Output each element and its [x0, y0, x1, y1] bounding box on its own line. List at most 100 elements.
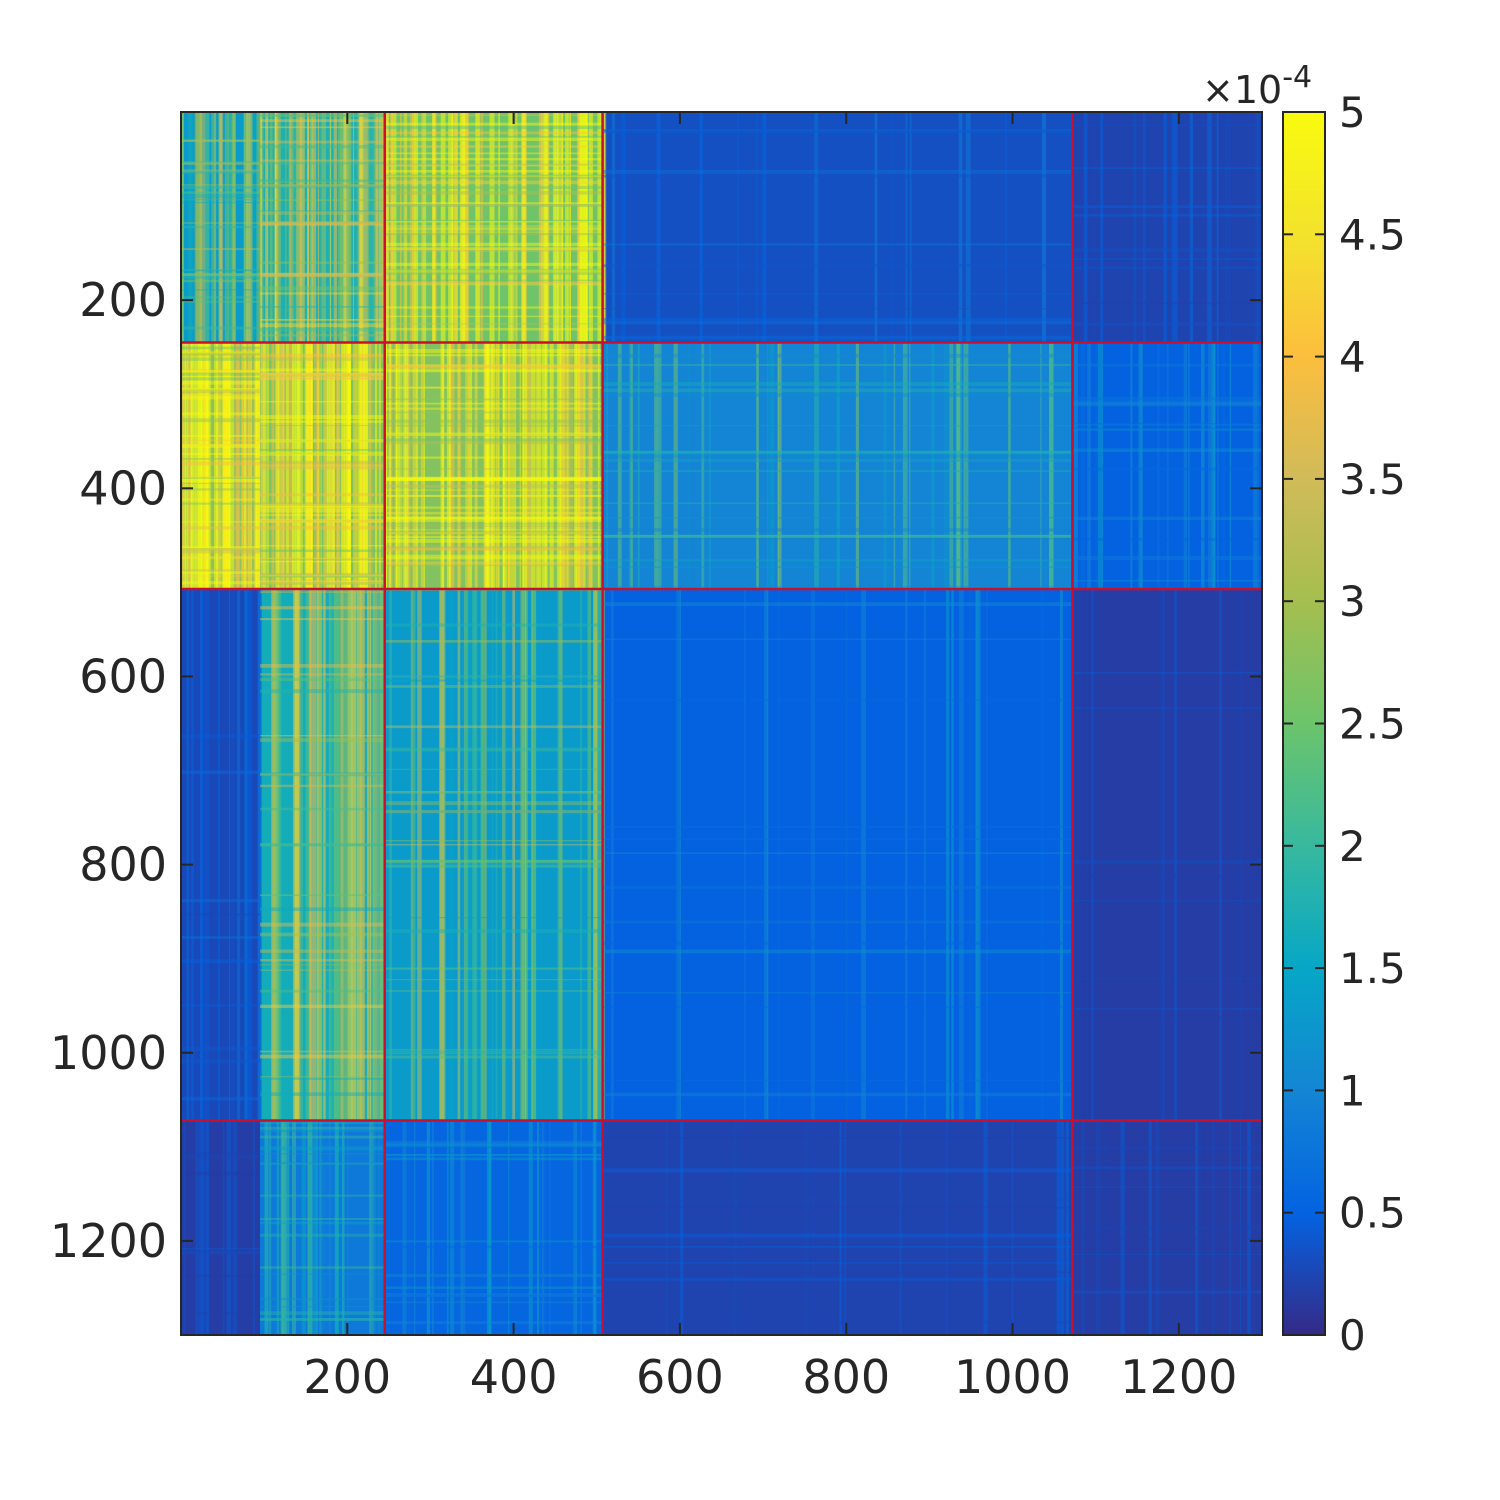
heatmap-row-stripe: [602, 425, 1073, 427]
heatmap-column-stripe: [931, 342, 935, 589]
heatmap-row-stripe: [384, 438, 603, 442]
heatmap-column-stripe: [1201, 342, 1205, 589]
heatmap-row-stripe: [259, 272, 385, 277]
heatmap-row-stripe: [1072, 423, 1262, 425]
heatmap-row-stripe: [181, 556, 260, 560]
heatmap-column-stripe: [351, 588, 357, 1121]
heatmap-block-r2-c4: [1072, 588, 1262, 1121]
colorbar-tick-label-2.5: 2.5: [1339, 700, 1406, 749]
heatmap-row-stripe: [181, 1004, 260, 1007]
heatmap-row-stripe: [384, 386, 603, 389]
heatmap-row-stripe: [384, 281, 603, 284]
heatmap-column-stripe: [198, 1120, 204, 1335]
heatmap-column-stripe: [393, 342, 396, 589]
heatmap-row-stripe: [259, 1146, 385, 1151]
heatmap-column-stripe: [191, 588, 194, 1121]
heatmap-column-stripe: [637, 342, 640, 589]
heatmap-row-stripe: [259, 439, 385, 443]
heatmap-row-stripe: [181, 388, 260, 390]
heatmap-row-stripe: [1072, 396, 1262, 400]
heatmap-column-stripe: [252, 112, 257, 343]
heatmap-row-stripe: [259, 113, 385, 117]
heatmap-row-stripe: [1072, 124, 1262, 126]
heatmap-row-stripe: [1072, 1146, 1262, 1151]
heatmap-row-stripe: [259, 221, 385, 225]
heatmap-column-stripe: [375, 112, 379, 343]
x-tick-label-600: 600: [636, 1350, 724, 1404]
heatmap-row-stripe: [259, 327, 385, 332]
heatmap-column-stripe: [521, 112, 524, 343]
heatmap-column-stripe: [986, 588, 988, 1121]
heatmap-row-stripe: [384, 860, 603, 864]
heatmap-column-stripe: [804, 1120, 810, 1335]
heatmap-row-stripe: [181, 369, 260, 373]
heatmap-column-stripe: [333, 588, 339, 1121]
heatmap-row-stripe: [259, 557, 385, 559]
heatmap-row-stripe: [259, 221, 385, 225]
heatmap-column-stripe: [203, 1120, 209, 1335]
heatmap-row-stripe: [181, 959, 260, 964]
heatmap-column-stripe: [810, 588, 815, 1121]
heatmap-column-stripe: [187, 112, 193, 343]
heatmap-column-stripe: [226, 1120, 232, 1335]
heatmap-row-stripe: [384, 1145, 603, 1149]
heatmap-row-stripe: [602, 825, 1073, 828]
heatmap-row-stripe: [181, 1152, 260, 1155]
heatmap-row-stripe: [259, 115, 385, 117]
heatmap-column-stripe: [378, 112, 382, 343]
heatmap-column-stripe: [407, 342, 410, 589]
heatmap-column-stripe: [475, 112, 480, 343]
heatmap-row-stripe: [602, 1271, 1073, 1273]
heatmap-row-stripe: [1072, 214, 1262, 217]
heatmap-row-stripe: [181, 369, 260, 373]
x-tick-label-400: 400: [470, 1350, 558, 1404]
heatmap-column-stripe: [1040, 342, 1042, 589]
heatmap-column-stripe: [1041, 112, 1047, 343]
heatmap-row-stripe: [384, 1050, 603, 1055]
heatmap-row-stripe: [181, 575, 260, 577]
heatmap-column-stripe: [232, 342, 234, 589]
heatmap-column-stripe: [197, 342, 200, 589]
heatmap-row-stripe: [181, 1250, 260, 1254]
heatmap-column-stripe: [196, 112, 200, 343]
heatmap-row-stripe: [259, 573, 385, 577]
heatmap-row-stripe: [259, 549, 385, 553]
heatmap-column-stripe: [221, 342, 224, 589]
heatmap-row-stripe: [259, 159, 385, 162]
heatmap-column-stripe: [442, 342, 444, 589]
heatmap-row-stripe: [602, 458, 1073, 462]
heatmap-row-stripe: [384, 1143, 603, 1147]
heatmap-row-stripe: [602, 364, 1073, 366]
heatmap-block-r3-c3: [602, 1120, 1073, 1335]
heatmap-column-stripe: [235, 342, 240, 589]
heatmap-row-stripe: [259, 591, 385, 593]
heatmap-column-stripe: [328, 588, 331, 1121]
heatmap-row-stripe: [181, 279, 260, 283]
heatmap-row-stripe: [259, 505, 385, 509]
heatmap-row-stripe: [259, 184, 385, 187]
heatmap-column-stripe: [836, 342, 841, 589]
x-axis: 200 400 600 800 1000 1200: [303, 112, 1237, 1404]
heatmap-column-stripe: [184, 342, 189, 589]
heatmap-row-stripe: [602, 534, 1073, 536]
heatmap-row-stripe: [259, 272, 385, 277]
heatmap-row-stripe: [259, 374, 385, 377]
heatmap-column-stripe: [620, 112, 625, 343]
heatmap-row-stripe: [384, 529, 603, 531]
heatmap-column-stripe: [234, 342, 237, 589]
heatmap-column-stripe: [337, 588, 341, 1121]
heatmap-column-stripe: [777, 342, 782, 589]
heatmap-row-stripe: [602, 454, 1073, 459]
heatmap-column-stripe: [1065, 1120, 1070, 1335]
heatmap-column-stripe: [762, 112, 767, 343]
heatmap-column-stripe: [448, 588, 454, 1121]
heatmap-column-stripe: [422, 112, 427, 343]
heatmap-row-stripe: [181, 899, 260, 903]
heatmap-column-stripe: [558, 112, 564, 343]
heatmap-row-stripe: [384, 917, 603, 919]
heatmap-row-stripe: [384, 1049, 603, 1051]
heatmap-column-stripe: [480, 112, 484, 343]
heatmap-row-stripe: [181, 1251, 260, 1255]
heatmap-row-stripe: [259, 211, 385, 215]
heatmap-column-stripe: [363, 112, 368, 343]
